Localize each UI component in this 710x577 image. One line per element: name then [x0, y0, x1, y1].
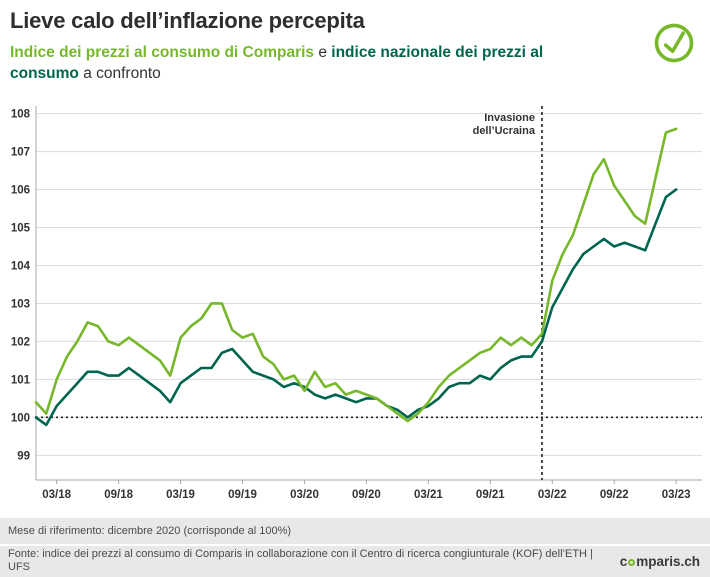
x-tick-label: 03/19 — [166, 489, 195, 501]
subtitle-national-series-label: indice nazionale dei prezzi al consumo — [10, 44, 544, 82]
chart-subtitle: Indice dei prezzi al consumo di Comparis… — [10, 43, 602, 85]
logo-circle-icon — [628, 559, 636, 566]
national-cpi-line — [34, 188, 678, 427]
chart-area: 99 100 101 102 103 104 105 106 107 108 03/18 09/18 0… — [0, 100, 710, 514]
x-tick-label: 03/22 — [538, 489, 567, 501]
source-note: Fonte: indice dei prezzi al consumo di C… — [8, 547, 593, 574]
x-tick-label: 03/23 — [662, 489, 691, 501]
y-tick-label: 99 — [17, 450, 30, 462]
chart-header: Lieve calo dell’inflazione percepita Ind… — [0, 0, 710, 100]
invasion-annotation-label: Invasione — [484, 112, 535, 124]
check-circle-icon — [654, 23, 694, 63]
y-tick-label: 108 — [11, 109, 31, 121]
logo-text-suffix: mparis.ch — [636, 554, 700, 569]
x-tick-label: 09/19 — [228, 489, 257, 501]
y-tick-label: 100 — [11, 412, 30, 424]
y-tick-label: 107 — [11, 147, 30, 159]
footer: Mese di riferimento: dicembre 2020 (corr… — [0, 518, 710, 577]
page-title: Lieve calo dell’inflazione percepita — [10, 8, 365, 33]
subtitle-tail: a confronto — [78, 64, 161, 82]
x-tick-label: 03/18 — [42, 489, 71, 501]
x-tick-label: 03/21 — [414, 489, 443, 501]
source-note-bar: Fonte: indice dei prezzi al consumo di C… — [0, 546, 710, 577]
logo-text-prefix: c — [619, 554, 628, 569]
comparis-cpi-line — [34, 127, 678, 423]
y-tick-label: 102 — [11, 336, 30, 348]
inflation-line-chart: 99 100 101 102 103 104 105 106 107 108 03/18 09/18 0… — [11, 106, 702, 501]
subtitle-connector: e — [314, 44, 332, 61]
y-tick-label: 106 — [11, 185, 30, 197]
y-tick-label: 104 — [11, 260, 31, 272]
subtitle-comparis-series-label: Indice dei prezzi al consumo di Comparis — [10, 44, 315, 61]
x-tick-label: 09/22 — [600, 489, 629, 501]
invasion-annotation-label: dell’Ucraina — [473, 125, 536, 137]
reference-note: Mese di riferimento: dicembre 2020 (corr… — [8, 525, 292, 537]
x-tick-label: 09/21 — [476, 489, 505, 501]
reference-note-bar: Mese di riferimento: dicembre 2020 (corr… — [0, 518, 710, 544]
comparis-logo: c mparis.ch — [620, 546, 700, 577]
x-tick-label: 09/20 — [352, 489, 381, 501]
x-tick-label: 09/18 — [104, 489, 133, 501]
y-tick-label: 103 — [11, 298, 30, 310]
y-tick-label: 101 — [11, 374, 31, 386]
x-tick-label: 03/20 — [290, 489, 319, 501]
y-tick-label: 105 — [11, 223, 31, 235]
